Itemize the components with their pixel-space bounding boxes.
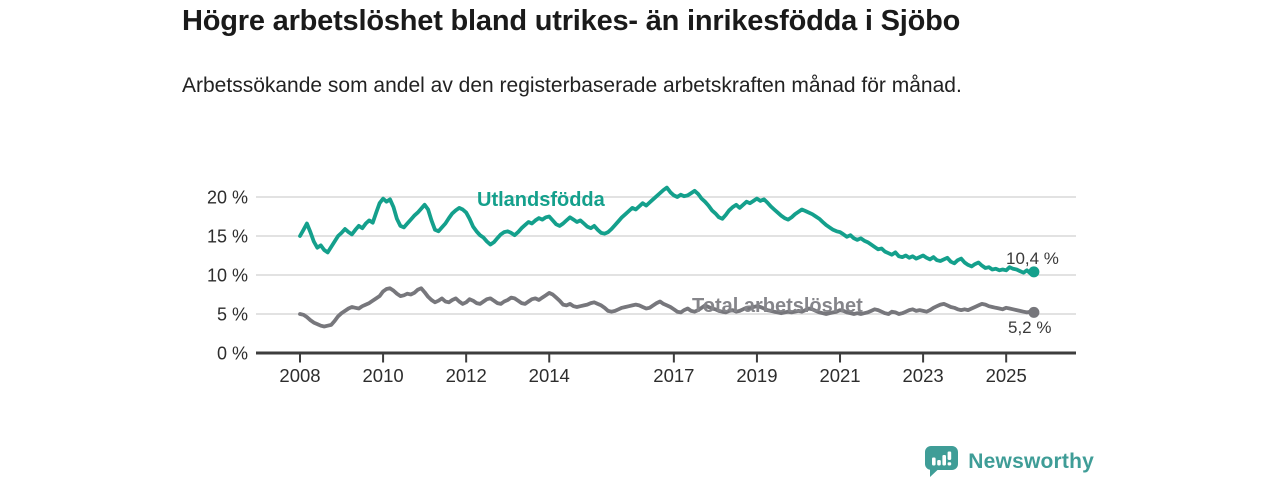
x-tick-label: 2014 <box>529 365 570 386</box>
x-tick-label: 2010 <box>363 365 404 386</box>
x-tick-label: 2017 <box>653 365 694 386</box>
series-label-utlandsfodda: Utlandsfödda <box>477 189 605 211</box>
newsworthy-brand-link[interactable]: Newsworthy <box>924 445 1094 478</box>
newsworthy-brand-name: Newsworthy <box>968 449 1094 473</box>
y-tick-label: 15 % <box>207 227 248 247</box>
series-line-utlandsfodda <box>298 185 1036 276</box>
series-line-total <box>298 286 1036 329</box>
y-tick-label: 10 % <box>207 266 248 286</box>
x-tick-label: 2008 <box>279 365 320 386</box>
series-label-total-arbetsloshet: Total arbetslöshet <box>692 295 863 317</box>
y-tick-label: 0 % <box>217 344 248 364</box>
end-value-label-utlandsfodda: 10,4 % <box>1006 249 1059 268</box>
logo-bars-and-exclamation <box>932 451 952 466</box>
x-tick-label: 2025 <box>986 365 1027 386</box>
newsworthy-logo-icon <box>925 446 959 477</box>
end-dot-utlandsfodda <box>1028 266 1040 278</box>
x-tick-label: 2021 <box>819 365 860 386</box>
chart-title: Högre arbetslöshet bland utrikes- än inr… <box>182 5 961 37</box>
x-tick-label: 2023 <box>903 365 944 386</box>
x-tick-label: 2019 <box>736 365 777 386</box>
y-tick-label: 20 % <box>207 188 248 208</box>
chart-subtitle: Arbetssökande som andel av den registerb… <box>182 74 962 97</box>
x-tick-label: 2012 <box>446 365 487 386</box>
end-dot-total <box>1028 306 1040 318</box>
end-value-label-total: 5,2 % <box>1008 318 1052 337</box>
y-tick-label: 5 % <box>217 305 248 325</box>
